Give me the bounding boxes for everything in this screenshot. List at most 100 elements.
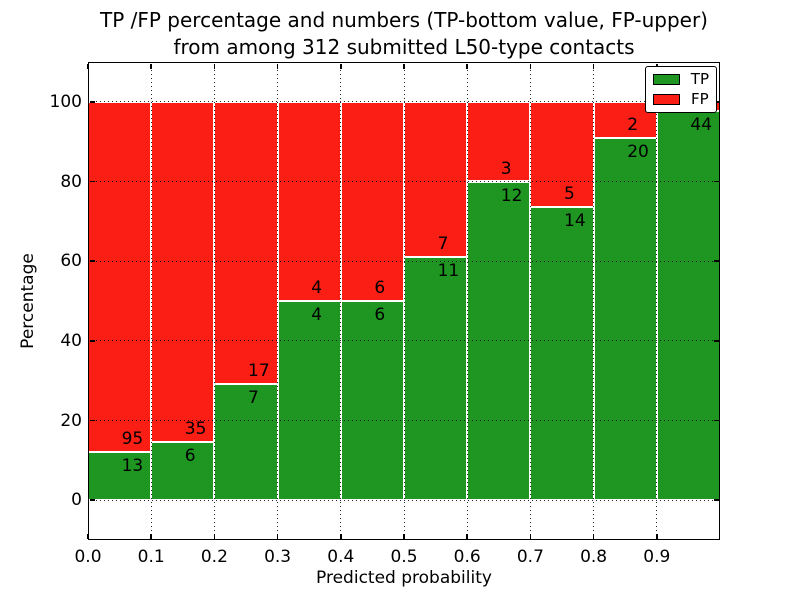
gridline-vertical: [277, 62, 279, 540]
legend-swatch-tp: [653, 74, 680, 85]
x-tick-mark-top: [150, 63, 152, 69]
x-tick-label: 0.4: [327, 547, 355, 567]
bar-segment-fp: [467, 101, 531, 182]
x-tick-label: 0.3: [264, 547, 292, 567]
bar-label-fp: 7: [437, 233, 449, 254]
legend-label: FP: [691, 90, 709, 108]
x-tick-label: 0.1: [137, 547, 165, 567]
bar-segment-tp: [340, 301, 404, 501]
y-tick-mark: [89, 101, 95, 103]
y-tick-mark: [89, 180, 95, 183]
x-tick-mark: [213, 533, 216, 539]
legend-box: TP FP: [645, 66, 717, 113]
bar-segment-tp: [656, 110, 720, 501]
legend-label: TP: [690, 70, 709, 88]
x-axis-label: Predicted probability: [316, 568, 492, 588]
y-tick-mark-right: [713, 260, 719, 262]
bar-segment-tp: [151, 441, 215, 501]
x-tick-label: 0.5: [390, 547, 418, 567]
gridline-horizontal: [88, 499, 720, 501]
legend-swatch-fp: [653, 94, 680, 105]
gridline-vertical: [150, 62, 152, 540]
y-tick-mark-right: [713, 340, 719, 342]
bar-segment-tp: [404, 256, 468, 501]
bar-segment-fp: [340, 101, 404, 301]
gridline-vertical: [593, 62, 595, 540]
bar-label-fp: 2: [627, 115, 639, 136]
bar-segment-fp: [277, 101, 341, 301]
chart-title: TP /FP percentage and numbers (TP-bottom…: [88, 7, 720, 61]
x-tick-label: 0.6: [453, 547, 481, 567]
x-tick-mark-top: [340, 63, 342, 69]
gridline-vertical: [340, 62, 342, 540]
gridline-vertical: [403, 62, 405, 540]
gridline-horizontal: [88, 101, 720, 103]
bar-segment-fp: [404, 101, 468, 257]
bar-label-tp: 20: [627, 142, 649, 163]
y-tick-mark: [89, 499, 95, 501]
bar-segment-fp: [151, 101, 215, 442]
gridline-horizontal: [88, 420, 720, 421]
x-tick-label: 0.2: [200, 547, 228, 567]
bar-segment-fp: [88, 101, 152, 453]
y-tick-label: 80: [60, 171, 82, 192]
y-tick-label: 0: [71, 490, 82, 511]
x-tick-mark: [276, 533, 279, 539]
gridline-vertical: [656, 62, 658, 540]
x-tick-mark: [340, 533, 342, 539]
x-tick-label: 0.8: [580, 547, 608, 567]
bar-segment-fp: [214, 101, 278, 384]
x-tick-mark-top: [529, 63, 532, 69]
bar-label-fp: 17: [248, 360, 270, 381]
y-tick-label: 20: [60, 410, 82, 431]
gridline-vertical: [466, 62, 468, 540]
x-tick-mark-top: [213, 63, 216, 69]
bar-label-tp: 12: [500, 185, 523, 206]
x-tick-label: 0.9: [643, 547, 671, 567]
y-tick-mark-right: [713, 419, 719, 422]
x-tick-mark: [150, 533, 152, 539]
bar-label-tp: 13: [121, 456, 144, 477]
bar-label-tp: 11: [437, 260, 460, 281]
x-tick-mark-top: [592, 63, 595, 69]
bar-segment-tp: [277, 301, 341, 501]
chart-title-line1: TP /FP percentage and numbers (TP-bottom…: [100, 8, 708, 32]
bar-label-tp: 44: [690, 114, 713, 135]
x-tick-mark: [403, 533, 405, 539]
bar-label-tp: 14: [564, 210, 586, 231]
gridline-vertical: [529, 62, 531, 540]
bar-label-fp: 3: [500, 158, 512, 179]
y-tick-mark-right: [713, 499, 719, 501]
bar-label-tp: 4: [311, 305, 323, 325]
bar-label-tp: 6: [184, 445, 196, 466]
bar-segment-tp: [214, 383, 278, 501]
y-tick-label: 100: [49, 91, 82, 112]
bar-label-fp: 5: [564, 183, 575, 204]
bar-label-fp: 6: [374, 278, 386, 298]
legend-item-tp: TP: [653, 72, 709, 87]
y-tick-label: 60: [60, 251, 82, 272]
x-tick-mark-top: [403, 63, 405, 69]
legend-item-fp: FP: [653, 92, 709, 107]
gridline-horizontal: [88, 181, 720, 182]
gridline-horizontal: [88, 260, 720, 262]
bar-label-tp: 7: [248, 387, 259, 408]
y-tick-mark: [89, 419, 95, 422]
bar-label-fp: 4: [311, 278, 323, 298]
x-tick-mark-top: [466, 63, 468, 69]
x-tick-label: 0.7: [516, 547, 544, 567]
bar-label-fp: 35: [184, 418, 207, 439]
chart-title-line2: from among 312 submitted L50-type contac…: [173, 35, 635, 59]
x-tick-mark: [466, 533, 468, 539]
gridline-vertical: [213, 62, 215, 540]
x-tick-mark: [529, 533, 532, 539]
bar-segment-fp: [530, 101, 594, 207]
bar-segment-tp: [593, 138, 657, 501]
y-tick-mark: [89, 260, 95, 262]
y-tick-mark-right: [713, 180, 719, 183]
gridline-horizontal: [88, 340, 720, 342]
x-tick-mark: [592, 533, 595, 539]
bar-label-tp: 6: [374, 305, 386, 325]
x-tick-mark-top: [276, 63, 279, 69]
